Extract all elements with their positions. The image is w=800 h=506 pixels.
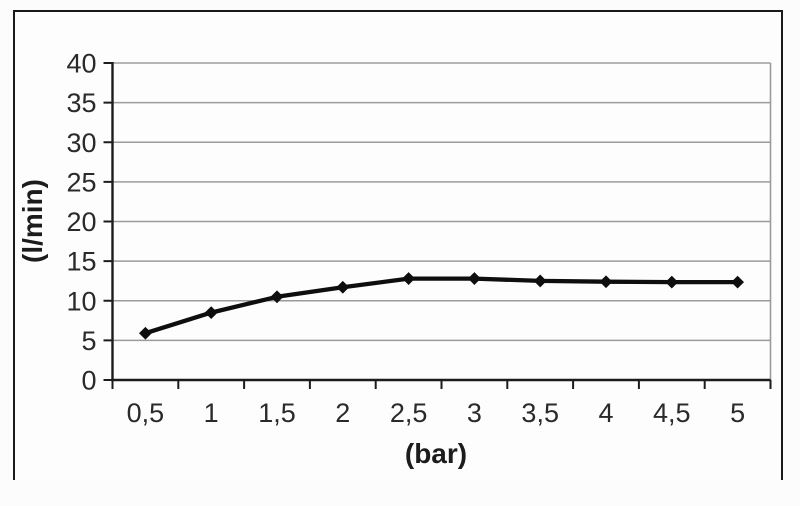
y-axis-title: (l/min) [17,179,48,263]
y-tick-label: 35 [66,88,96,118]
x-tick-label: 4,5 [653,398,691,428]
y-tick-label: 0 [81,366,96,396]
axes-layer [103,62,772,389]
y-tick-label: 10 [66,286,96,316]
data-point-marker [204,306,218,320]
y-tick-label: 20 [66,207,96,237]
data-point-marker [599,275,613,289]
data-point-marker [665,275,679,289]
gridlines-layer [112,62,772,380]
x-tick-label: 0,5 [127,398,165,428]
data-point-marker [731,275,744,289]
chart-outer-frame [13,10,783,480]
x-tick-label: 1,5 [258,398,296,428]
tick-labels-layer: 0 5 10 15 20 25 30 35 40 0,5 1 1,5 2 2,5 3 3,5 4 4,5 5 [66,49,745,429]
data-point-marker [336,280,350,294]
x-tick-label: 3,5 [521,398,559,428]
data-point-marker [402,272,415,285]
data-point-marker [533,274,547,288]
flow-curve-line [143,276,740,336]
x-tick-label: 1 [204,398,219,428]
y-tick-label: 25 [66,167,96,197]
x-tick-label: 3 [467,398,482,428]
data-point-marker [270,290,284,304]
x-tick-label: 4 [598,398,613,428]
x-axis-title: (bar) [405,438,467,469]
data-point-marker [139,326,152,340]
data-series-layer [139,272,744,340]
y-tick-label: 30 [66,128,96,158]
x-tick-label: 2 [335,398,350,428]
x-tick-label: 5 [730,398,745,428]
y-tick-label: 5 [81,326,96,356]
y-tick-label: 40 [66,49,96,79]
data-point-marker [468,272,481,285]
x-tick-label: 2,5 [390,398,428,428]
y-tick-label: 15 [66,247,96,277]
